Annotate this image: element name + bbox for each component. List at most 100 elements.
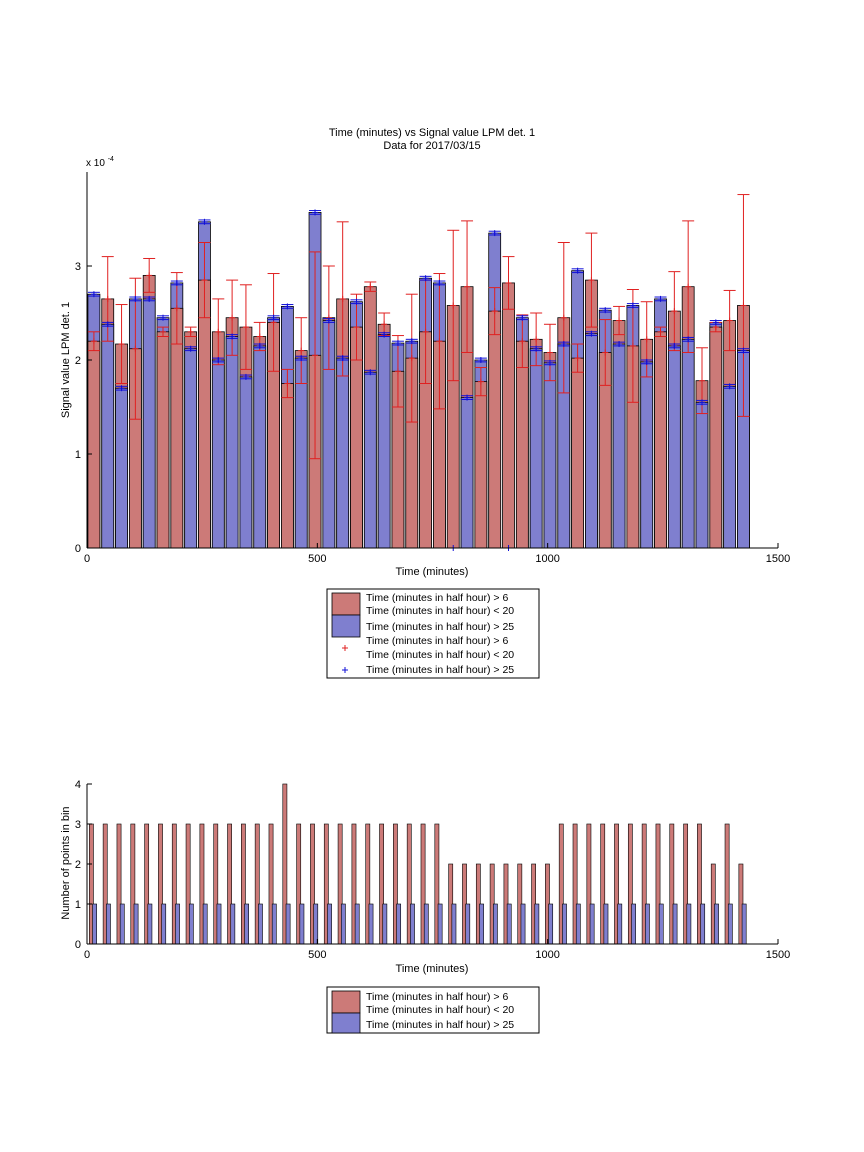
count-bar-blue: [313, 903, 319, 945]
count-bar-blue: [119, 903, 125, 945]
count-bar-blue: [589, 903, 595, 945]
count-bar-blue: [423, 903, 429, 945]
count-y-tick-label: 2: [75, 859, 81, 871]
count-y-tick-label: 0: [75, 939, 81, 951]
signal-errorbar-red: [87, 331, 100, 352]
count-bar-blue: [465, 903, 471, 945]
signal-errorbar-red: [585, 232, 598, 328]
signal-errorbar-red: [557, 242, 570, 394]
signal-errorbar-blue: [530, 345, 543, 352]
signal-errorbar-blue: [101, 321, 114, 328]
signal-errorbars-layer: [87, 194, 750, 551]
signal-errorbar-red: [488, 287, 501, 336]
count-bar-blue: [700, 903, 706, 945]
count-bar-blue: [271, 903, 277, 945]
signal-y-tick-label: 2: [75, 355, 81, 367]
signal-bar-red: [654, 331, 667, 549]
count-bar-blue: [479, 903, 484, 945]
signal-y-tick-label: 3: [75, 261, 81, 273]
signal-errorbar-red: [461, 220, 474, 353]
signal-errorbar-blue: [682, 336, 695, 343]
count-bar-blue: [437, 903, 443, 945]
signal-bar-blue: [723, 385, 737, 549]
signal-errorbar-red: [364, 281, 377, 292]
count-bar-blue: [285, 903, 291, 945]
count-x-tick-label: 1000: [535, 949, 559, 961]
signal-errorbar-red: [502, 256, 515, 310]
count-bar-blue: [92, 903, 97, 945]
signal-errorbar-blue: [129, 295, 142, 302]
count-bar-blue: [354, 903, 360, 945]
count-bar-blue: [741, 903, 747, 945]
signal-bar-red: [488, 310, 502, 549]
signal-errorbar-red: [309, 251, 322, 460]
signal-errorbar-red: [184, 326, 197, 337]
signal-bar-red: [87, 340, 101, 549]
signal-errorbar-red: [474, 367, 487, 397]
count-x-tick-label: 1500: [766, 949, 790, 961]
signal-x-tick-label: 1500: [766, 553, 790, 565]
signal-errorbar-blue: [378, 331, 391, 338]
count-bar-blue: [548, 903, 554, 945]
count-bar-blue: [645, 903, 650, 945]
signal-chart-subtitle: Data for 2017/03/15: [383, 140, 480, 152]
count-bar-blue: [382, 903, 388, 945]
signal-errorbar-red: [682, 220, 695, 353]
count-legend-box: [326, 986, 540, 1034]
count-bar-blue: [161, 903, 167, 945]
signal-errorbar-red: [433, 273, 446, 410]
signal-errorbar-blue: [267, 314, 280, 321]
signal-bar-blue: [667, 345, 681, 549]
signal-errorbar-blue: [198, 218, 211, 225]
count-y-tick-label: 3: [75, 819, 81, 831]
signal-errorbar-red: [239, 284, 252, 370]
count-bar-blue: [340, 903, 346, 945]
signal-y-tick-label: 0: [75, 543, 81, 555]
signal-legend-label: Time (minutes in half hour) < 20: [366, 649, 514, 661]
signal-errorbar-blue: [723, 383, 736, 390]
signal-legend-box: [326, 588, 540, 679]
signal-bar-blue: [225, 336, 239, 549]
count-legend-swatch-red: [331, 990, 361, 1014]
count-bar-blue: [258, 903, 263, 945]
signal-errorbar-red: [212, 298, 225, 366]
signal-errorbar-blue: [405, 338, 418, 345]
signal-y-axis-label: Signal value LPM det. 1: [60, 302, 72, 418]
count-chart: 0 500 1000 1500 0 1 2 3 4 Time (minutes) Number …: [60, 779, 790, 1034]
signal-errorbar-blue: [461, 394, 474, 401]
count-bar-blue: [658, 903, 664, 945]
signal-errorbar-blue: [640, 358, 653, 365]
signal-errorbar-red: [295, 317, 308, 384]
signal-bar-blue: [543, 362, 557, 549]
count-legend-label: Time (minutes in half hour) < 20: [366, 1004, 514, 1016]
signal-x-tick-label: 500: [308, 553, 326, 565]
count-bar-blue: [520, 903, 526, 945]
signal-chart-title: Time (minutes) vs Signal value LPM det. …: [329, 127, 535, 139]
signal-bar-red: [156, 331, 170, 549]
signal-errorbar-blue: [295, 355, 308, 362]
count-bar-blue: [202, 903, 208, 945]
signal-errorbar-red: [115, 304, 128, 384]
signal-errorbar-blue: [433, 279, 446, 286]
signal-errorbar-blue: [322, 317, 335, 324]
signal-errorbar-red: [350, 293, 363, 361]
count-bar-blue: [714, 903, 719, 945]
signal-bar-blue: [460, 397, 474, 549]
signal-errorbar-blue: [488, 230, 501, 237]
signal-errorbar-blue: [668, 342, 681, 349]
count-y-tick-label: 1: [75, 899, 81, 911]
signal-errorbar-blue: [391, 340, 404, 347]
signal-bar-blue: [115, 387, 128, 549]
signal-errorbar-red: [516, 314, 529, 369]
count-bar-blue: [244, 903, 249, 945]
signal-legend-label: Time (minutes in half hour) > 25: [366, 621, 514, 633]
count-x-axis-label: Time (minutes): [396, 963, 469, 975]
count-bar-blue: [368, 903, 374, 945]
count-bar-blue: [230, 903, 236, 945]
count-bar-blue: [575, 903, 581, 945]
signal-bar-red: [281, 383, 294, 549]
count-bar-blue: [534, 903, 540, 945]
count-bar-blue: [672, 903, 678, 945]
count-bar-blue: [133, 903, 139, 945]
